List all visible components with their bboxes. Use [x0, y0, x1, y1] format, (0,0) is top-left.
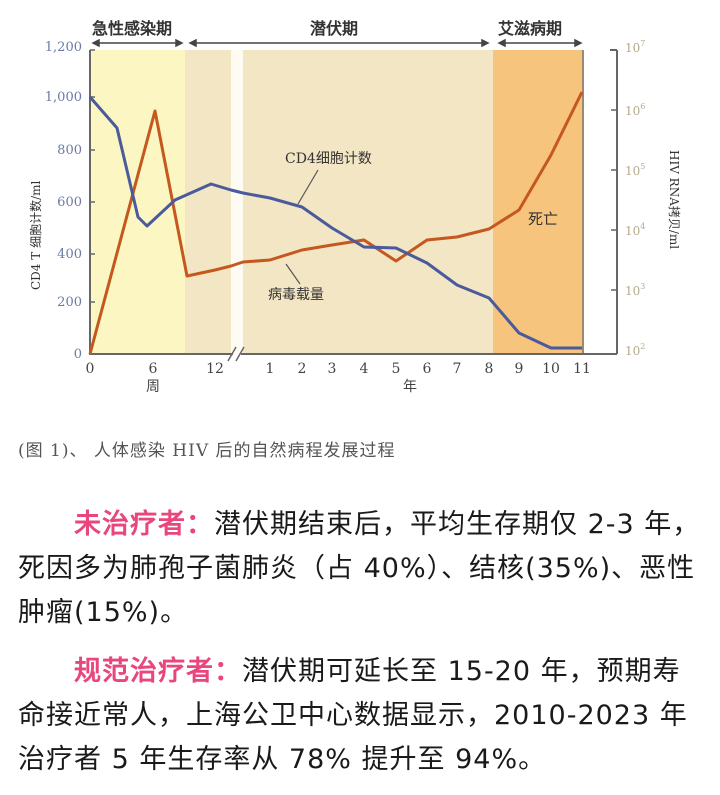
body-untreated: 潜伏期结束后，平均生存期仅 2-3 年，死因多为肺孢子菌肺炎（占 40%）、结核… — [18, 509, 701, 628]
body-treated: 潜伏期可延长至 15-20 年，预期寿命接近常人，上海公卫中心数据显示，2010… — [18, 656, 688, 775]
phase-aids-region — [493, 50, 583, 354]
svg-text:400: 400 — [57, 247, 82, 262]
svg-text:105: 105 — [625, 162, 645, 178]
paragraph-treated: 规范治疗者：潜伏期可延长至 15-20 年，预期寿命接近常人，上海公卫中心数据显… — [18, 650, 708, 782]
paragraph-untreated: 未治疗者：潜伏期结束后，平均生存期仅 2-3 年，死因多为肺孢子菌肺炎（占 40… — [18, 503, 708, 635]
svg-text:106: 106 — [625, 102, 645, 118]
lead-untreated: 未治疗者： — [74, 509, 214, 540]
y-axis-left: 0 200 400 600 800 1,000 1,200 CD4 T 细胞计数… — [28, 40, 95, 362]
svg-text:5: 5 — [392, 361, 401, 377]
svg-text:1: 1 — [266, 361, 275, 377]
svg-text:102: 102 — [625, 342, 645, 358]
svg-text:200: 200 — [57, 295, 82, 310]
phase-arrows — [91, 38, 583, 48]
annotation-death: 死亡 — [528, 210, 558, 228]
viral-load-line — [88, 91, 584, 355]
svg-text:107: 107 — [625, 39, 645, 55]
svg-text:600: 600 — [57, 195, 82, 210]
svg-text:0: 0 — [86, 361, 95, 377]
axis-break-band — [231, 50, 243, 354]
svg-text:2: 2 — [298, 361, 307, 377]
svg-text:10: 10 — [542, 361, 560, 377]
svg-text:104: 104 — [625, 222, 645, 238]
svg-text:1,200: 1,200 — [45, 40, 82, 55]
x-unit-weeks: 周 — [146, 379, 160, 395]
svg-text:6: 6 — [149, 361, 158, 377]
cd4-line — [88, 96, 582, 350]
svg-text:0: 0 — [74, 347, 82, 362]
svg-text:12: 12 — [206, 361, 224, 377]
y-left-title: CD4 T 细胞计数/ml — [28, 181, 43, 290]
svg-text:9: 9 — [515, 361, 524, 377]
svg-text:8: 8 — [485, 361, 494, 377]
x-axis: 0 6 12 1 2 3 4 5 6 7 8 9 10 11 周 年 — [86, 346, 591, 395]
y-axis-right: 102 103 104 105 106 107 HIV RNA拷贝/ml — [583, 39, 682, 358]
svg-text:11: 11 — [573, 361, 591, 377]
figure-caption: (图 1)、 人体感染 HIV 后的自然病程发展过程 — [18, 441, 396, 461]
svg-text:4: 4 — [360, 361, 369, 377]
svg-text:7: 7 — [453, 361, 462, 377]
svg-text:1,000: 1,000 — [45, 90, 82, 105]
phase-acute-label: 急性感染期 — [92, 19, 172, 38]
svg-text:800: 800 — [57, 143, 82, 158]
lead-treated: 规范治疗者： — [74, 656, 242, 687]
y-right-title: HIV RNA拷贝/ml — [667, 150, 682, 249]
svg-text:3: 3 — [328, 361, 337, 377]
hiv-progression-chart: 急性感染期 潜伏期 艾滋病期 0 200 400 600 800 1,000 1… — [28, 19, 682, 395]
phase-acute-region — [90, 50, 185, 354]
annotation-viral-load: 病毒载量 — [268, 287, 324, 303]
phase-aids-label: 艾滋病期 — [498, 19, 562, 38]
svg-text:6: 6 — [423, 361, 432, 377]
annotation-cd4: CD4细胞计数 — [285, 151, 372, 167]
phase-latent-label: 潜伏期 — [310, 19, 358, 38]
svg-text:103: 103 — [625, 282, 645, 298]
x-unit-years: 年 — [403, 379, 417, 395]
